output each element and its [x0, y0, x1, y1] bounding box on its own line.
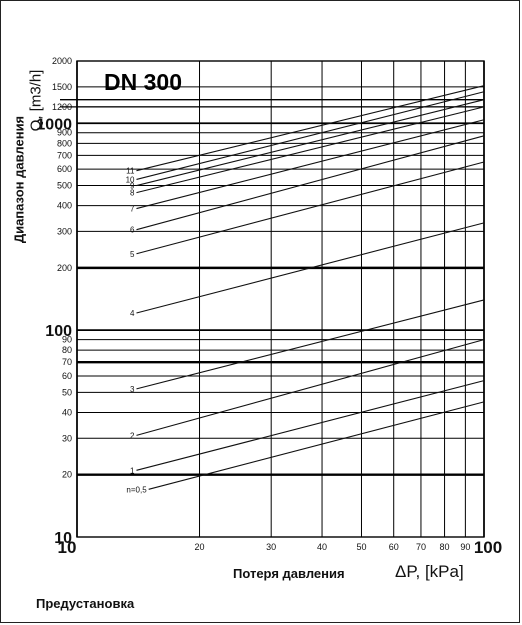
y-tick-label: 900 — [57, 128, 72, 138]
x-tick-label: 10 — [58, 538, 77, 557]
y-tick-label: 100 — [45, 323, 72, 340]
y-tick-label: 300 — [57, 226, 72, 236]
y-tick-label: 700 — [57, 150, 72, 160]
y-tick-label: 50 — [62, 387, 72, 397]
series-label: 5 — [130, 250, 135, 259]
series-line — [136, 222, 485, 314]
series-line — [136, 380, 485, 471]
x-axis-unit: ΔP, [kPa] — [395, 562, 464, 581]
series-line — [136, 299, 485, 390]
x-axis-label: Потеря давления — [233, 566, 345, 581]
x-tick-label: 70 — [416, 542, 426, 552]
series-line — [136, 91, 485, 180]
y-tick-label: 20 — [62, 470, 72, 480]
series-label: n=0,5 — [126, 485, 147, 494]
y-tick-label: 30 — [62, 433, 72, 443]
y-tick-label: 600 — [57, 164, 72, 174]
x-tick-label: 90 — [460, 542, 470, 552]
x-tick-label: 80 — [440, 542, 450, 552]
series-label: 6 — [130, 226, 135, 235]
y-tick-label: 400 — [57, 201, 72, 211]
series-line — [136, 99, 485, 187]
series-line — [136, 339, 485, 436]
y-tick-label: 1500 — [52, 82, 72, 92]
y-tick-label: 60 — [62, 371, 72, 381]
y-axis-label: Диапазон давления — [11, 115, 27, 244]
series-label: 3 — [130, 385, 135, 394]
preset-footer: Предустановка — [36, 596, 135, 611]
series-label: 8 — [130, 189, 135, 198]
x-tick-label: 50 — [356, 542, 366, 552]
series-line — [136, 106, 485, 194]
series-line — [136, 135, 485, 231]
series-label: 9 — [130, 182, 135, 191]
y-tick-label: 10 — [54, 530, 72, 547]
series-label: 1 — [130, 466, 135, 475]
series-line — [136, 119, 485, 210]
y-axis-unit: Q, [m3/h] — [27, 69, 45, 132]
y-tick-label: 90 — [62, 335, 72, 345]
x-tick-label: 100 — [474, 538, 502, 557]
series-line — [148, 401, 485, 490]
y-tick-label: 40 — [62, 407, 72, 417]
y-tick-label: 1000 — [36, 116, 72, 133]
series-label: 7 — [130, 205, 135, 214]
y-tick-label: 500 — [57, 181, 72, 191]
series-label: 2 — [130, 431, 135, 440]
x-tick-label: 60 — [389, 542, 399, 552]
chart-title: DN 300 — [104, 69, 182, 95]
series-label: 10 — [126, 175, 135, 184]
series-line — [136, 161, 485, 255]
x-tick-label: 30 — [266, 542, 276, 552]
series-label: 11 — [126, 167, 135, 176]
x-tick-label: 20 — [195, 542, 205, 552]
y-tick-label: 80 — [62, 345, 72, 355]
series-line — [136, 85, 485, 172]
y-tick-label: 200 — [57, 263, 72, 273]
x-tick-label: 40 — [317, 542, 327, 552]
y-tick-label: 70 — [62, 357, 72, 367]
y-tick-label: 800 — [57, 138, 72, 148]
y-tick-label: 2000 — [52, 56, 72, 66]
series-label: 4 — [130, 309, 135, 318]
